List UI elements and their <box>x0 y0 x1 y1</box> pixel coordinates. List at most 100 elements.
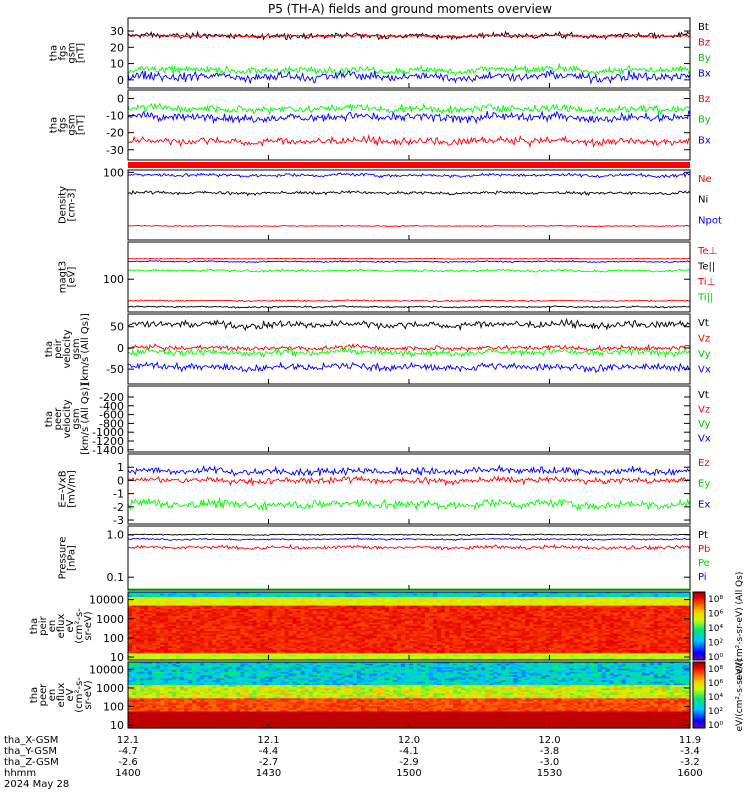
heatmap-cell <box>529 644 535 647</box>
heatmap-cell <box>481 612 486 615</box>
legend-label: Npot <box>698 215 722 226</box>
heatmap-cell <box>461 653 466 656</box>
heatmap-cell <box>493 634 498 637</box>
heatmap-cell <box>525 605 531 608</box>
heatmap-cell <box>409 637 414 641</box>
heatmap-cell <box>553 615 559 619</box>
heatmap-cell <box>180 603 185 607</box>
heatmap-cell <box>336 615 342 619</box>
heatmap-cell <box>232 603 237 607</box>
heatmap-cell <box>188 651 193 654</box>
heatmap-cell <box>409 607 414 610</box>
legend-label: Bx <box>698 135 711 146</box>
heatmap-cell <box>156 644 161 647</box>
heatmap-cell <box>172 656 177 659</box>
heatmap-cell <box>308 641 314 644</box>
heatmap-cell <box>300 644 306 647</box>
heatmap-cell <box>497 631 502 634</box>
heatmap-cell <box>196 651 201 654</box>
heatmap-cell <box>537 651 543 654</box>
heatmap-cell <box>569 607 575 610</box>
heatmap-cell <box>344 643 350 646</box>
heatmap-cell <box>553 622 559 625</box>
heatmap-cell <box>396 627 402 630</box>
heatmap-cell <box>501 610 506 613</box>
heatmap-cell <box>164 649 169 653</box>
heatmap-cell <box>513 624 518 627</box>
heatmap-cell <box>312 632 318 636</box>
heatmap-cell <box>224 634 229 637</box>
heatmap-cell <box>485 592 490 595</box>
heatmap-cell <box>132 646 137 649</box>
heatmap-cell <box>457 627 462 630</box>
heatmap-cell <box>264 615 270 619</box>
heatmap-cell <box>312 624 318 627</box>
heatmap-cell <box>364 609 370 612</box>
heatmap-cell <box>545 651 551 654</box>
y-axis-label-line: tha <box>44 411 55 427</box>
heatmap-cell <box>441 656 446 659</box>
heatmap-cell <box>573 602 579 605</box>
heatmap-cell <box>356 627 362 630</box>
heatmap-cell <box>148 644 153 647</box>
heatmap-cell <box>308 627 314 630</box>
heatmap-cell <box>593 624 599 627</box>
heatmap-cell <box>581 653 587 656</box>
heatmap-cell <box>533 631 539 634</box>
heatmap-cell <box>336 649 342 653</box>
heatmap-cell <box>328 632 334 636</box>
heatmap-cell <box>292 626 298 629</box>
heatmap-cell <box>276 651 282 654</box>
heatmap-cell <box>136 597 141 600</box>
heatmap-cell <box>481 592 486 595</box>
heatmap-cell <box>152 632 157 636</box>
heatmap-cell <box>268 648 274 651</box>
heatmap-cell <box>364 607 370 610</box>
heatmap-cell <box>320 649 326 653</box>
heatmap-cell <box>296 593 302 596</box>
heatmap-cell <box>429 653 434 656</box>
heatmap-cell <box>228 649 233 653</box>
heatmap-cell <box>164 605 169 608</box>
heatmap-cell <box>292 646 298 649</box>
heatmap-cell <box>376 636 382 639</box>
heatmap-cell <box>421 648 426 651</box>
heatmap-cell <box>392 609 398 612</box>
heatmap-cell <box>348 617 354 620</box>
heatmap-cell <box>148 626 153 629</box>
heatmap-cell <box>280 612 286 615</box>
heatmap-cell <box>208 624 213 627</box>
heatmap-cell <box>236 643 241 646</box>
heatmap-cell <box>316 607 322 610</box>
heatmap-cell <box>509 595 514 598</box>
heatmap-cell <box>465 639 470 642</box>
heatmap-cell <box>533 646 539 649</box>
heatmap-cell <box>553 654 559 658</box>
heatmap-cell <box>236 622 241 625</box>
heatmap-cell <box>360 612 366 615</box>
heatmap-cell <box>597 653 603 656</box>
heatmap-cell <box>156 612 161 615</box>
heatmap-cell <box>521 600 527 603</box>
heatmap-cell <box>425 593 430 596</box>
heatmap-cell <box>376 658 382 661</box>
heatmap-cell <box>489 624 494 627</box>
heatmap-cell <box>513 605 518 608</box>
heatmap-cell <box>485 624 490 627</box>
heatmap-cell <box>320 598 326 602</box>
heatmap-cell <box>425 644 430 647</box>
heatmap-cell <box>224 607 229 610</box>
heatmap-cell <box>413 626 418 629</box>
heatmap-cell <box>280 597 286 600</box>
heatmap-cell <box>188 619 193 622</box>
heatmap-cell <box>156 614 161 617</box>
heatmap-cell <box>136 610 141 613</box>
legend-label: Vy <box>698 419 711 430</box>
heatmap-cell <box>212 634 217 637</box>
heatmap-cell <box>328 643 334 646</box>
heatmap-cell <box>328 593 334 596</box>
heatmap-cell <box>465 607 470 610</box>
heatmap-cell <box>132 619 137 622</box>
heatmap-cell <box>200 637 205 641</box>
